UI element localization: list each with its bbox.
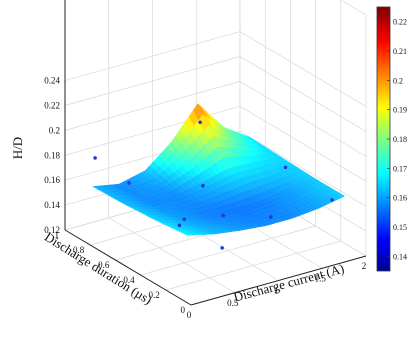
- x-tick-labels: 0 0.5 1 1.5 2: [187, 261, 367, 320]
- colorbar-tick-label: 0.15: [393, 223, 407, 232]
- data-point: [198, 120, 202, 125]
- y-axis-label: Discharge duration (µs): [42, 229, 155, 307]
- z-tick-label: 0.18: [44, 150, 60, 160]
- data-point: [127, 181, 131, 185]
- data-point: [177, 223, 182, 228]
- colorbar-tick-label: 0.21: [393, 47, 407, 56]
- gridline: [239, 56, 367, 132]
- x-tick-label: 1.5: [315, 273, 327, 283]
- x-axis-label: Discharge current (A): [232, 261, 346, 305]
- x-axis-line: [190, 255, 367, 306]
- y-tick-labels: 0 0.2 0.4 0.6 0.8 1: [55, 230, 186, 315]
- gridline: [108, 217, 235, 294]
- data-point: [221, 213, 225, 218]
- z-tick-label: 0.12: [44, 225, 60, 235]
- colorbar-tick-label: 0.17: [393, 164, 407, 173]
- surface-patch: [334, 192, 346, 199]
- colorbar-tick-label: 0.2: [393, 76, 403, 85]
- z-tick-label: 0.16: [44, 175, 60, 185]
- back-panes-grid: [64, 0, 367, 306]
- colorbar-tick-label: 0.18: [393, 135, 407, 144]
- gridline: [239, 130, 367, 207]
- gridline: [239, 31, 367, 107]
- colorbar-tick-labels: 0.22 0.21 0.2 0.19 0.18 0.17 0.16 0.15 0.14: [387, 18, 407, 261]
- x-tick-label: 0: [187, 310, 192, 320]
- x-tick-label: 0.5: [227, 298, 239, 308]
- data-point: [93, 156, 97, 160]
- colorbar-tick-label: 0.19: [393, 106, 407, 115]
- data-point: [201, 183, 205, 188]
- data-point: [182, 217, 187, 221]
- data-point: [269, 215, 273, 219]
- z-tick-label: 0.22: [44, 100, 60, 110]
- y-tick-label: 0.2: [149, 290, 160, 300]
- axis-lines: [64, 0, 367, 306]
- y-tick-label: 0.6: [98, 260, 110, 270]
- y-tick-label: 0: [181, 305, 186, 315]
- y-tick-label: 0.8: [73, 245, 85, 255]
- x-tick-label: 1: [274, 286, 279, 296]
- z-tick-label: 0.14: [44, 200, 60, 210]
- gridline: [239, 81, 367, 157]
- z-tick-label: 0.2: [49, 125, 60, 135]
- surface-mesh: [92, 103, 346, 236]
- y-tick-label: 1: [55, 230, 60, 240]
- data-points: [93, 120, 334, 250]
- x-tick-label: 2: [362, 261, 367, 271]
- y-axis-line: [64, 229, 192, 306]
- z-tick-labels: 0.12 0.14 0.16 0.18 0.2 0.22 0.24: [44, 76, 60, 235]
- data-point: [330, 198, 334, 202]
- colorbar-tick-label: 0.16: [393, 194, 407, 203]
- data-point: [283, 165, 288, 170]
- z-tick-label: 0.24: [44, 76, 60, 86]
- data-point: [220, 246, 224, 250]
- gridline: [340, 0, 367, 16]
- z-axis-label: H/D: [10, 137, 25, 159]
- y-tick-label: 0.4: [123, 275, 135, 285]
- colorbar-tick-label: 0.22: [393, 18, 407, 27]
- gridline: [239, 105, 367, 182]
- colorbar-tick-label: 0.14: [393, 252, 407, 261]
